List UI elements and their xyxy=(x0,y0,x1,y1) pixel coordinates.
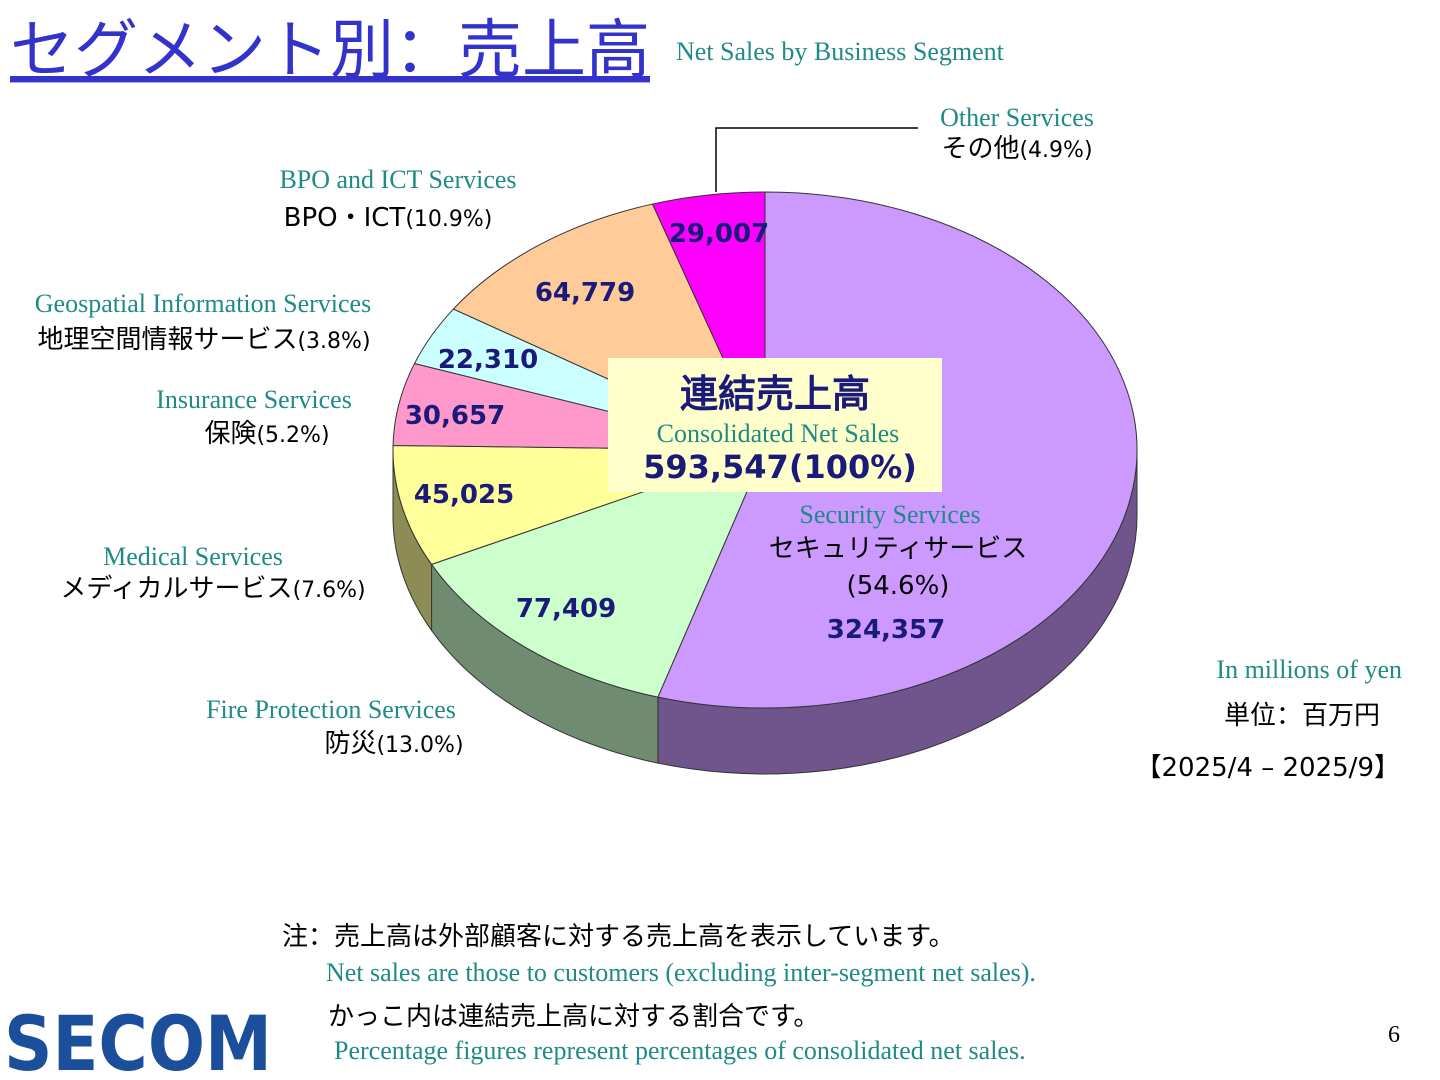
segment-name: メディカルサービス xyxy=(60,574,292,604)
note: かっこ内は連結売上高に対する割合です。 xyxy=(328,1002,819,1032)
value-label: 324,357 xyxy=(827,615,945,645)
note: Percentage figures represent percentages… xyxy=(334,1036,1026,1065)
segment-percent: (13.0%) xyxy=(376,733,463,758)
value-label: 45,025 xyxy=(414,480,514,510)
segment-percent: (5.2%) xyxy=(256,423,329,448)
segment-name-ja: セキュリティサービス xyxy=(769,534,1027,564)
segment-percent: (54.6%) xyxy=(847,571,950,601)
segment-name-ja: 地理空間情報サービス(3.8%) xyxy=(37,325,370,355)
value-label: 64,779 xyxy=(535,278,635,308)
period: 【2025/4 – 2025/9】 xyxy=(1136,753,1400,783)
segment-name-en: Security Services xyxy=(799,500,980,529)
segment-name: セキュリティサービス xyxy=(769,534,1027,564)
segment-name: 防災 xyxy=(324,729,376,759)
segment-name: その他 xyxy=(941,134,1019,164)
page-number: 6 xyxy=(1388,1022,1400,1048)
note: 注：売上高は外部顧客に対する売上高を表示しています。 xyxy=(282,922,955,952)
segment-percent: (3.8%) xyxy=(297,329,370,354)
value-label: 29,007 xyxy=(669,219,769,249)
pie-slice xyxy=(430,449,766,698)
segment-name-ja: 防災(13.0%) xyxy=(324,729,463,759)
segment-percent: (7.6%) xyxy=(293,578,366,603)
segment-name-en: Geospatial Information Services xyxy=(35,289,371,318)
segment-name-en: Medical Services xyxy=(103,542,283,571)
labels: Security Services セキュリティサービス (54.6%) 324,35… xyxy=(35,103,1094,759)
total-value: 593,547(100%) xyxy=(643,448,917,486)
title: セグメント別：売上高 xyxy=(10,14,650,88)
subtitle: Net Sales by Business Segment xyxy=(676,37,1005,66)
total-label-en: Consolidated Net Sales xyxy=(657,419,900,448)
total-label-ja: 連結売上高 xyxy=(680,372,870,416)
segment-name: 保険 xyxy=(204,419,256,449)
unit-ja: 単位：百万円 xyxy=(1224,701,1380,731)
segment-name-ja: その他(4.9%) xyxy=(941,134,1092,164)
segment-name-en: BPO and ICT Services xyxy=(279,165,516,194)
segment-name: 地理空間情報サービス xyxy=(37,325,297,355)
segment-name-en: Insurance Services xyxy=(156,385,352,414)
total-box xyxy=(608,358,942,492)
segment-name-ja: メディカルサービス(7.6%) xyxy=(60,574,365,604)
value-label: 30,657 xyxy=(405,401,505,431)
value-label: 77,409 xyxy=(516,594,616,624)
value-label: 22,310 xyxy=(438,345,538,375)
leader-line xyxy=(715,127,918,192)
note: Net sales are those to customers (exclud… xyxy=(326,958,1036,987)
segment-name-en: Other Services xyxy=(940,103,1094,132)
unit-en: In millions of yen xyxy=(1216,655,1402,684)
segment-name: BPO・ICT xyxy=(284,203,406,233)
segment-percent: (10.9%) xyxy=(405,207,492,232)
logo: SECOM xyxy=(4,999,272,1080)
segment-name-ja: 保険(5.2%) xyxy=(204,419,329,449)
segment-percent: (4.9%) xyxy=(1019,138,1092,163)
segment-name-en: Fire Protection Services xyxy=(206,695,456,724)
segment-name-ja: BPO・ICT(10.9%) xyxy=(284,203,493,233)
